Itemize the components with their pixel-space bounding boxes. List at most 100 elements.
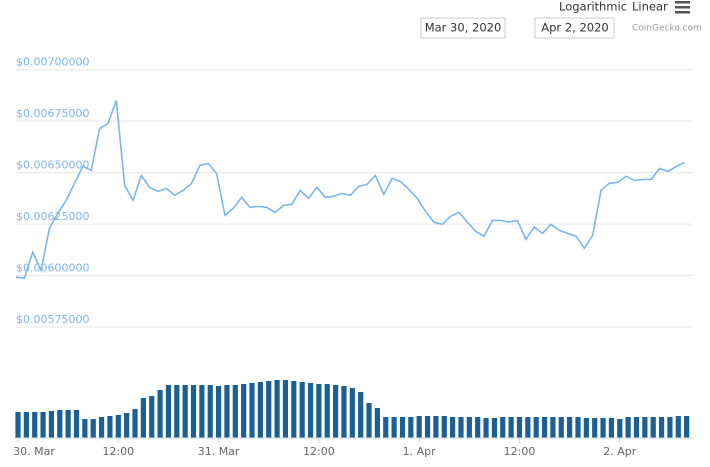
volume-bar xyxy=(567,417,573,438)
volume-bar xyxy=(516,417,523,438)
volume-bar xyxy=(558,417,564,438)
volume-bar xyxy=(600,418,606,438)
volume-bar xyxy=(124,413,130,438)
volume-bar xyxy=(182,385,188,438)
scale-option[interactable]: Logarithmic xyxy=(559,0,627,14)
menu-icon[interactable] xyxy=(675,1,690,14)
volume-bar xyxy=(642,417,648,438)
volume-bar xyxy=(433,416,439,438)
volume-bar xyxy=(383,417,389,438)
volume-bar xyxy=(241,384,247,438)
x-tick-label: 12:00 xyxy=(102,445,134,458)
volume-bar xyxy=(140,398,146,438)
volume-bar xyxy=(57,410,63,438)
volume-bar xyxy=(500,417,506,438)
volume-bar xyxy=(458,417,464,438)
volume-bar xyxy=(232,385,238,438)
volume-bar xyxy=(592,418,598,438)
x-tick-label: 30. Mar xyxy=(13,445,55,458)
volume-bar xyxy=(249,383,255,438)
volume-bar xyxy=(541,417,548,438)
volume-bar xyxy=(424,416,431,438)
date-input[interactable] xyxy=(420,17,506,39)
volume-bar xyxy=(617,419,623,438)
volume-bar xyxy=(266,381,272,438)
volume-bar xyxy=(475,417,481,438)
volume-bar xyxy=(684,416,690,438)
volume-bar xyxy=(15,412,21,438)
date-input[interactable] xyxy=(534,17,615,39)
volume-bar xyxy=(441,416,447,438)
x-tick-label: 31. Mar xyxy=(198,445,240,458)
volume-bar xyxy=(625,417,631,438)
volume-bar xyxy=(274,380,280,438)
volume-bar xyxy=(667,417,673,438)
volume-bar xyxy=(450,417,456,438)
y-tick-label: $0.00625000 xyxy=(16,210,89,223)
volume-bar xyxy=(491,418,498,438)
volume-bar xyxy=(658,417,665,438)
volume-bar xyxy=(257,382,263,438)
volume-bar xyxy=(416,416,422,438)
volume-bar xyxy=(65,410,71,438)
volume-bar xyxy=(32,412,38,438)
volume-bar xyxy=(98,417,105,438)
volume-bar xyxy=(115,415,121,438)
volume-bar xyxy=(408,417,414,438)
date-to[interactable]: Apr 2, 2020 xyxy=(541,21,608,35)
volume-bar xyxy=(358,392,364,438)
volume-bar xyxy=(633,417,640,438)
y-tick-label: $0.00600000 xyxy=(16,262,89,275)
volume-bar xyxy=(199,385,205,438)
volume-bar xyxy=(174,385,180,438)
volume-bar xyxy=(550,417,556,438)
volume-bar xyxy=(40,412,46,438)
volume-bar xyxy=(341,386,347,438)
volume-bar xyxy=(291,381,297,438)
volume-bar xyxy=(207,385,213,438)
volume-bar xyxy=(508,417,514,438)
volume-bar xyxy=(675,416,681,438)
volume-bar xyxy=(525,417,531,438)
volume-bar xyxy=(316,384,322,438)
volume-bar xyxy=(215,386,222,438)
volume-bar xyxy=(466,417,472,438)
y-tick-label: $0.00575000 xyxy=(16,313,89,326)
volume-bar xyxy=(391,417,397,438)
volume-bar xyxy=(282,380,289,438)
y-tick-label: $0.00675000 xyxy=(16,107,89,120)
date-from[interactable]: Mar 30, 2020 xyxy=(425,21,502,35)
volume-bar xyxy=(299,382,305,438)
volume-bar xyxy=(608,418,615,438)
volume-bar xyxy=(190,385,197,438)
volume-bar xyxy=(82,419,88,438)
volume-bar xyxy=(307,383,314,438)
volume-bar xyxy=(650,417,656,438)
volume-bar xyxy=(349,388,355,438)
volume-bar xyxy=(149,396,155,438)
volume-bar xyxy=(157,390,163,438)
price-line xyxy=(15,100,685,280)
volume-bar xyxy=(224,385,230,438)
scale-option[interactable]: Linear xyxy=(632,0,668,14)
volume-bar xyxy=(48,411,55,438)
volume-bar xyxy=(333,385,339,438)
credit[interactable]: CoinGecko.com xyxy=(632,24,702,34)
volume-bar xyxy=(583,418,589,438)
volume-bar xyxy=(483,418,489,438)
y-tick-label: $0.00700000 xyxy=(16,56,89,69)
x-tick-label: 1. Apr xyxy=(403,445,436,458)
volume-bar xyxy=(73,410,80,438)
y-tick-label: $0.00650000 xyxy=(16,159,89,172)
volume-bar xyxy=(533,417,539,438)
volume-bar xyxy=(23,412,29,438)
volume-bar xyxy=(107,416,113,438)
x-tick-label: 12:00 xyxy=(504,445,536,458)
volume-bar xyxy=(90,419,96,438)
volume-bar xyxy=(324,384,330,438)
x-tick-label: 12:00 xyxy=(303,445,335,458)
volume-bar xyxy=(374,408,380,438)
volume-bar xyxy=(399,417,406,438)
volume-bar xyxy=(165,385,172,438)
